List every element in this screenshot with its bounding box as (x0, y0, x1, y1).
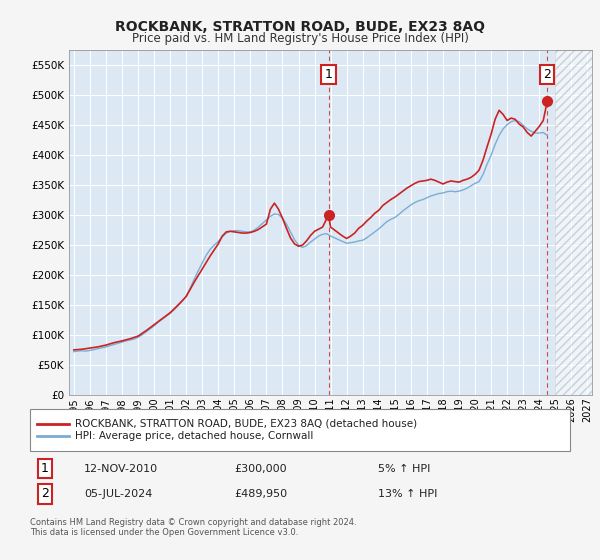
Text: HPI: Average price, detached house, Cornwall: HPI: Average price, detached house, Corn… (75, 431, 313, 441)
Bar (555, 50, 600, 395)
Text: £300,000: £300,000 (234, 464, 287, 474)
Text: Price paid vs. HM Land Registry's House Price Index (HPI): Price paid vs. HM Land Registry's House … (131, 32, 469, 45)
Text: 12-NOV-2010: 12-NOV-2010 (84, 464, 158, 474)
Text: 2: 2 (544, 68, 551, 81)
Text: 2: 2 (41, 487, 49, 501)
Text: ROCKBANK, STRATTON ROAD, BUDE, EX23 8AQ (detached house): ROCKBANK, STRATTON ROAD, BUDE, EX23 8AQ … (75, 419, 417, 429)
Text: ROCKBANK, STRATTON ROAD, BUDE, EX23 8AQ: ROCKBANK, STRATTON ROAD, BUDE, EX23 8AQ (115, 20, 485, 34)
Text: Contains HM Land Registry data © Crown copyright and database right 2024.
This d: Contains HM Land Registry data © Crown c… (30, 518, 356, 538)
Text: 1: 1 (41, 462, 49, 475)
Text: 5% ↑ HPI: 5% ↑ HPI (378, 464, 430, 474)
Text: 1: 1 (325, 68, 332, 81)
Text: 13% ↑ HPI: 13% ↑ HPI (378, 489, 437, 499)
Text: 05-JUL-2024: 05-JUL-2024 (84, 489, 152, 499)
Text: £489,950: £489,950 (234, 489, 287, 499)
